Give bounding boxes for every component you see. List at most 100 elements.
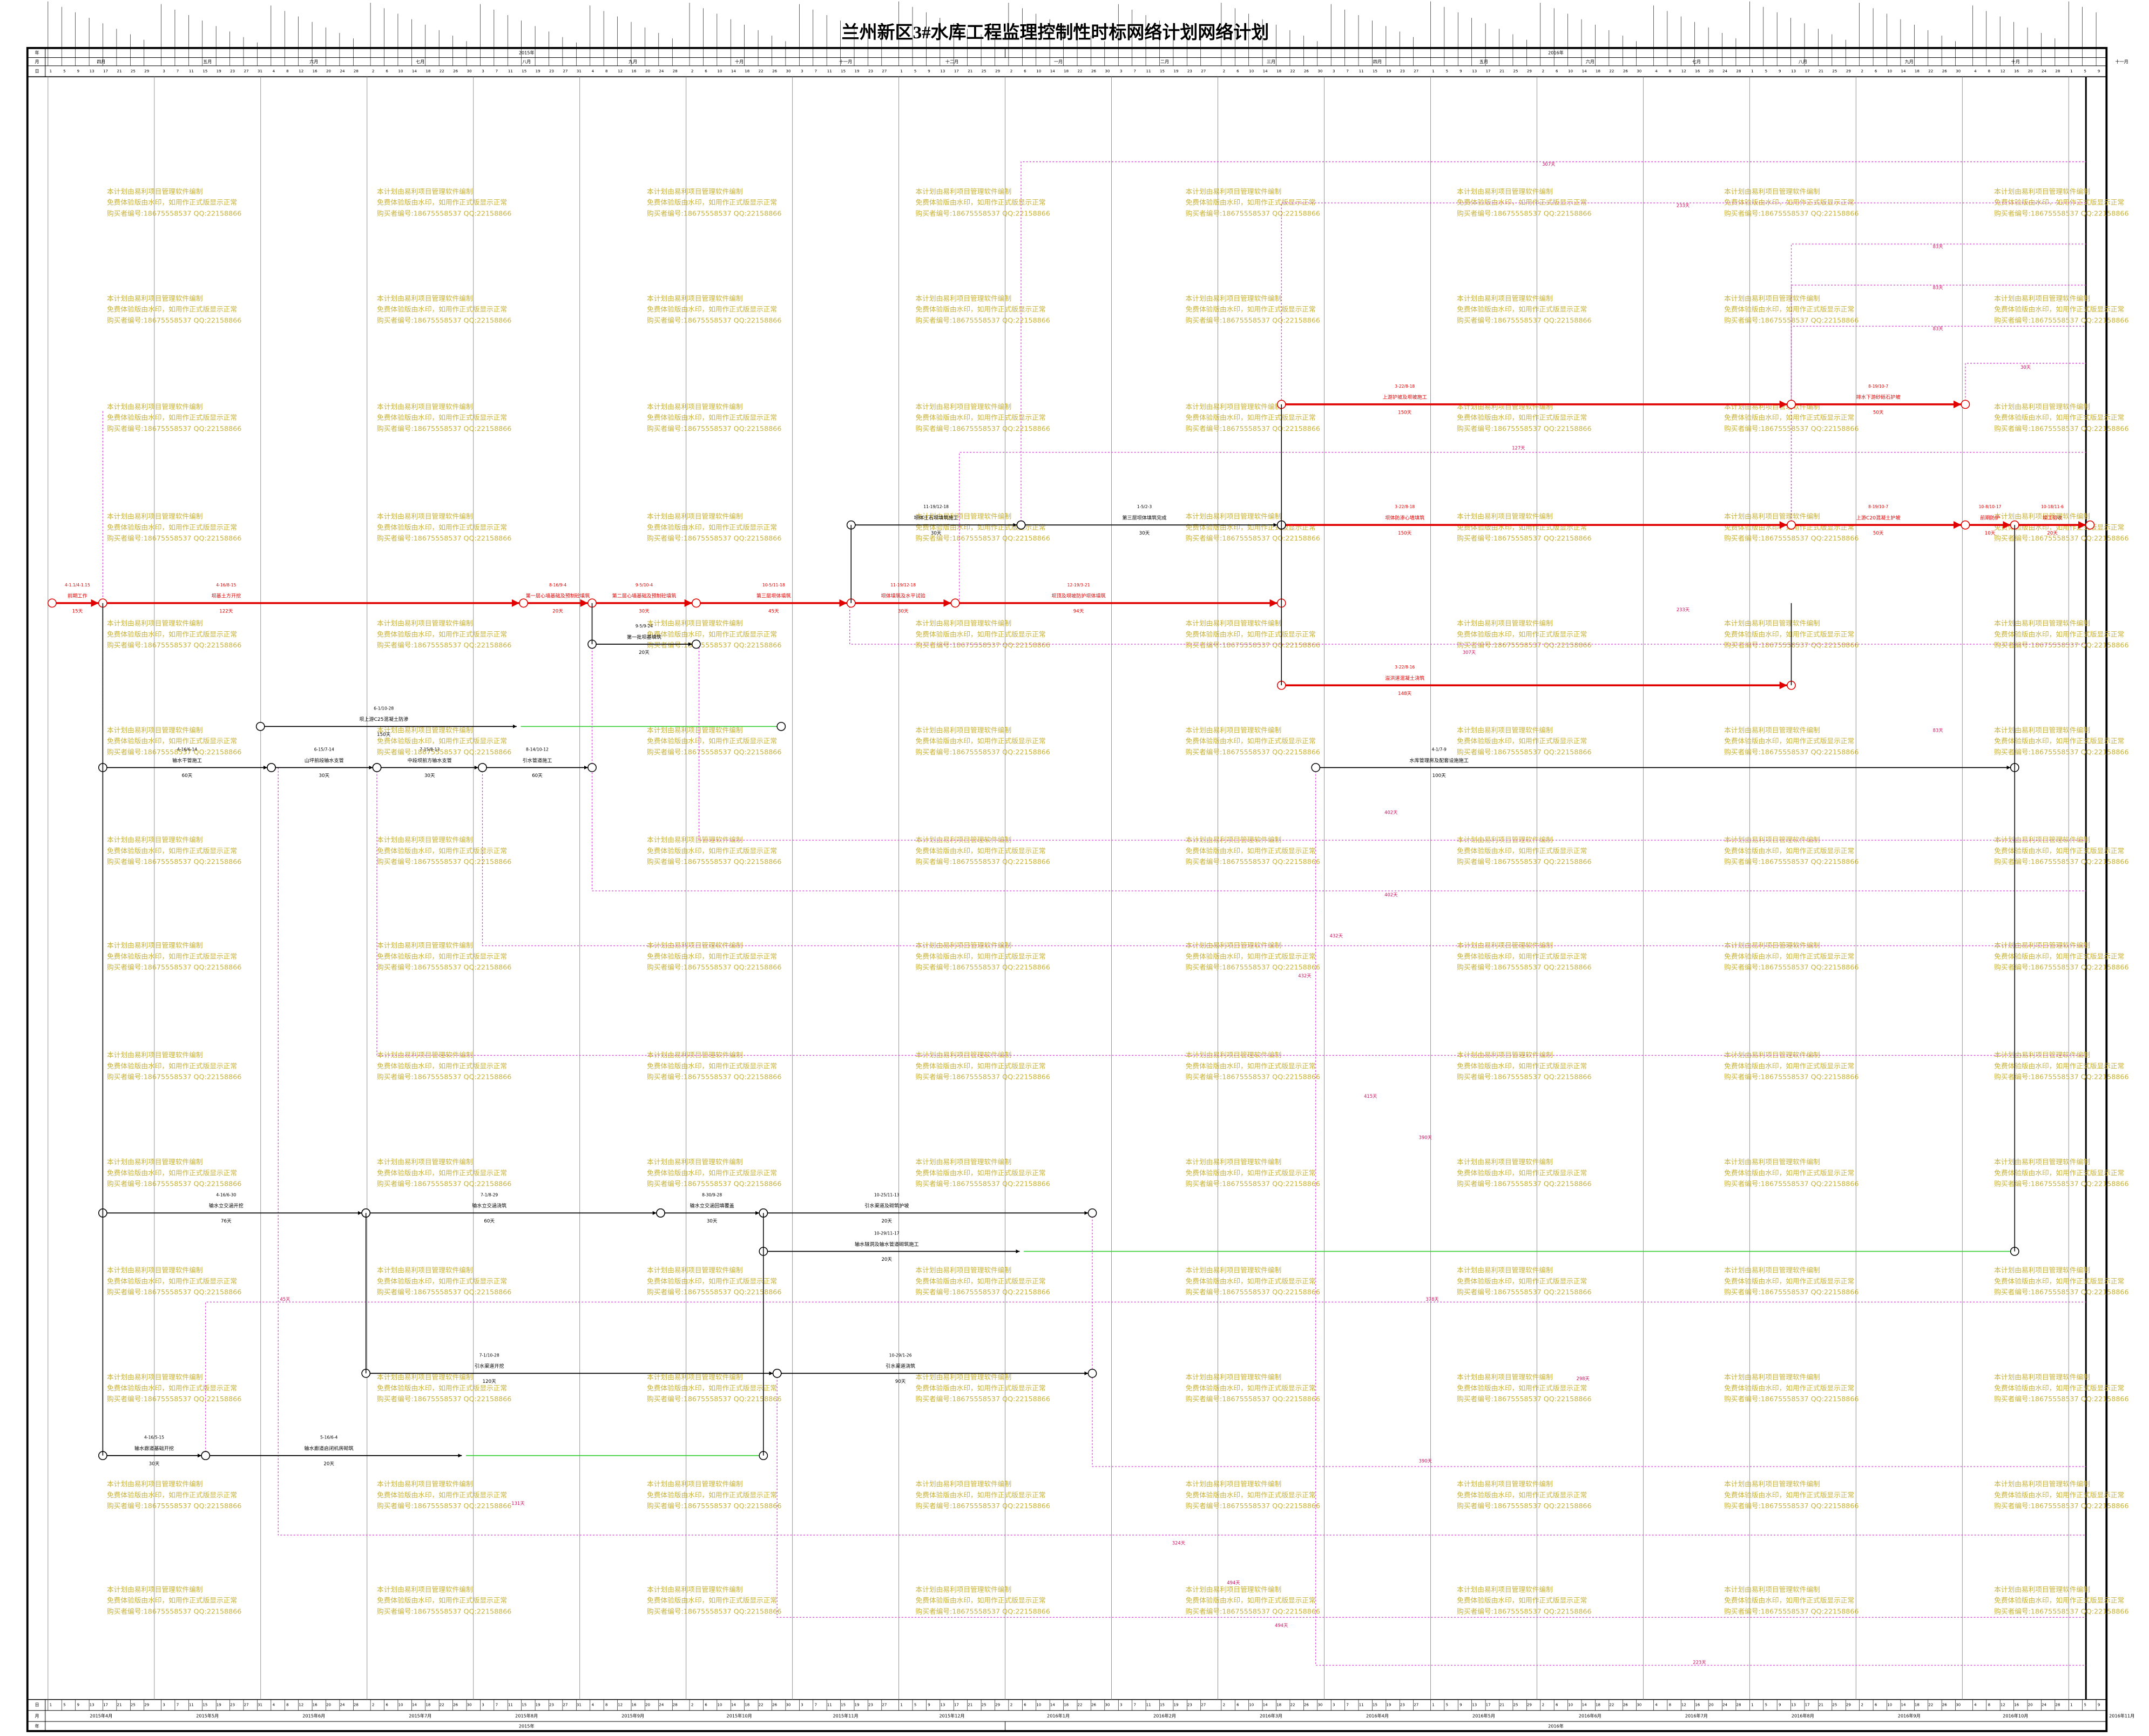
watermark: 购买者编号:18675558537 QQ:22158866 [1994, 963, 2128, 971]
day-label: 8 [605, 1703, 608, 1707]
day-label: 7 [496, 69, 498, 73]
watermark: 免费体验版由水印，如用作正式版显示正常 [377, 523, 507, 531]
day-label: 1 [900, 69, 903, 73]
watermark: 免费体验版由水印，如用作正式版显示正常 [1457, 952, 1587, 960]
header-label: 月 [35, 1713, 39, 1718]
day-label: 12 [1681, 1703, 1686, 1707]
activity-dates: 4-16/6-14 [177, 747, 197, 752]
month-label: 十月 [735, 59, 744, 64]
watermark: 免费体验版由水印，如用作正式版显示正常 [647, 198, 777, 206]
event-node [1961, 520, 1970, 530]
day-label: 26 [1942, 69, 1948, 73]
day-label: 13 [90, 1703, 94, 1707]
watermark: 免费体验版由水印，如用作正式版显示正常 [1724, 1491, 1854, 1499]
day-label: 18 [1064, 1703, 1069, 1707]
activity-duration: 50天 [1873, 531, 1884, 536]
watermark: 本计划由易利项目管理软件编制 [1457, 1266, 1553, 1274]
day-label: 5 [2084, 1703, 2086, 1707]
watermark: 本计划由易利项目管理软件编制 [1724, 1373, 1820, 1381]
activity-duration: 20天 [323, 1461, 334, 1467]
event-node [587, 763, 597, 772]
day-label: 3 [482, 69, 484, 73]
day-label: 6 [1556, 69, 1558, 73]
float-label: 415天 [1364, 1093, 1377, 1099]
watermark: 购买者编号:18675558537 QQ:22158866 [1724, 1180, 1859, 1188]
day-label: 29 [1846, 1703, 1851, 1707]
day-label: 9 [928, 1703, 930, 1707]
float-line [376, 767, 2086, 1056]
float-line [1315, 767, 2086, 1666]
watermark: 购买者编号:18675558537 QQ:22158866 [1186, 1073, 1320, 1081]
activity-dates: 8-14/10-12 [526, 747, 549, 752]
activity-duration: 20天 [881, 1219, 892, 1224]
watermark: 购买者编号:18675558537 QQ:22158866 [1724, 1502, 1859, 1510]
activity-name: 引水渠道浇筑 [886, 1363, 915, 1369]
day-label: 21 [1819, 1703, 1823, 1707]
watermark: 本计划由易利项目管理软件编制 [1186, 512, 1282, 520]
activity-dates: 1-5/2-3 [1137, 504, 1152, 509]
activity-duration: 100天 [1432, 773, 1446, 779]
day-label: 5 [1446, 1703, 1449, 1707]
watermark: 免费体验版由水印，如用作正式版显示正常 [647, 1491, 777, 1499]
day-label: 27 [563, 69, 567, 73]
day-label: 12 [299, 69, 303, 73]
watermark: 本计划由易利项目管理软件编制 [916, 1585, 1012, 1593]
day-label: 20 [1709, 69, 1714, 73]
day-label: 21 [1499, 1703, 1504, 1707]
day-label: 25 [131, 69, 136, 73]
watermark: 购买者编号:18675558537 QQ:22158866 [377, 963, 511, 971]
watermark: 本计划由易利项目管理软件编制 [1994, 1585, 2090, 1593]
watermark: 免费体验版由水印，如用作正式版显示正常 [647, 1384, 777, 1392]
watermark: 免费体验版由水印，如用作正式版显示正常 [107, 523, 237, 531]
watermark: 购买者编号:18675558537 QQ:22158866 [1186, 1180, 1320, 1188]
float-label: 233天 [1677, 607, 1690, 612]
watermark: 本计划由易利项目管理软件编制 [916, 836, 1012, 844]
day-label: 26 [772, 69, 778, 73]
watermark: 本计划由易利项目管理软件编制 [377, 941, 473, 949]
day-label: 11 [189, 69, 194, 73]
watermark: 免费体验版由水印，如用作正式版显示正常 [647, 1596, 777, 1604]
watermark: 免费体验版由水印，如用作正式版显示正常 [647, 847, 777, 855]
watermark: 本计划由易利项目管理软件编制 [1457, 726, 1553, 734]
watermark: 购买者编号:18675558537 QQ:22158866 [1724, 748, 1859, 756]
activity-duration: 148天 [1398, 691, 1411, 697]
watermark: 购买者编号:18675558537 QQ:22158866 [1457, 1288, 1591, 1296]
watermark: 免费体验版由水印，如用作正式版显示正常 [916, 305, 1046, 313]
float-label: 432天 [1298, 973, 1312, 978]
watermark: 本计划由易利项目管理软件编制 [1186, 402, 1282, 410]
watermark: 免费体验版由水印，如用作正式版显示正常 [107, 737, 237, 745]
watermark: 购买者编号:18675558537 QQ:22158866 [107, 1607, 241, 1616]
float-label: 307天 [1463, 650, 1476, 655]
day-label: 9 [2098, 69, 2100, 73]
watermark: 购买者编号:18675558537 QQ:22158866 [107, 1073, 241, 1081]
float-label: 223天 [1693, 1659, 1706, 1665]
watermark: 免费体验版由水印，如用作正式版显示正常 [1994, 630, 2124, 638]
bottom-month-label: 2016年11月 [2109, 1713, 2134, 1718]
watermark: 免费体验版由水印，如用作正式版显示正常 [1457, 1062, 1587, 1070]
day-label: 19 [1173, 1703, 1179, 1707]
day-label: 23 [230, 69, 235, 73]
day-label: 17 [954, 1703, 959, 1707]
activity-duration: 30天 [898, 609, 909, 614]
day-label: 6 [1236, 69, 1239, 73]
day-label: 17 [1486, 69, 1491, 73]
day-label: 11 [827, 1703, 832, 1707]
watermark: 本计划由易利项目管理软件编制 [647, 402, 743, 410]
float-label: 494天 [1227, 1580, 1240, 1585]
watermark: 购买者编号:18675558537 QQ:22158866 [1186, 210, 1320, 218]
float-line [278, 767, 2086, 1536]
watermark: 免费体验版由水印，如用作正式版显示正常 [107, 1277, 237, 1285]
day-label: 26 [1942, 1703, 1948, 1707]
day-label: 8 [1988, 1703, 1991, 1707]
watermark: 购买者编号:18675558537 QQ:22158866 [647, 210, 781, 218]
activity-dates: 7-15/8-13 [420, 747, 440, 752]
watermark: 免费体验版由水印，如用作正式版显示正常 [1724, 1596, 1854, 1604]
watermark: 免费体验版由水印，如用作正式版显示正常 [377, 414, 507, 422]
watermark: 本计划由易利项目管理软件编制 [107, 1266, 203, 1274]
watermark: 本计划由易利项目管理软件编制 [1994, 294, 2090, 302]
header-label: 日 [35, 69, 39, 74]
activity-name: 溢洪道混凝土浇筑 [1385, 675, 1424, 681]
day-label: 15 [522, 69, 526, 73]
day-label: 14 [412, 69, 417, 73]
activity-duration: 90天 [895, 1379, 906, 1384]
